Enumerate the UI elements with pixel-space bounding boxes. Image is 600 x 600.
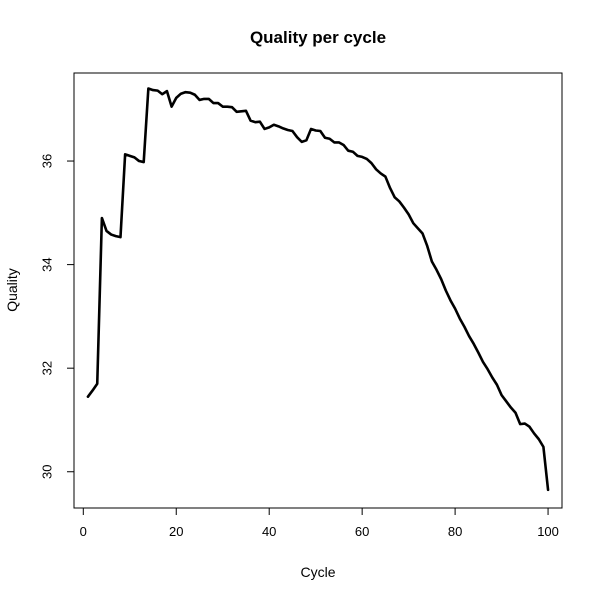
- y-axis-label: Quality: [4, 268, 20, 312]
- x-tick-label: 0: [80, 524, 87, 539]
- x-tick-label: 80: [448, 524, 462, 539]
- plot-frame: [73, 72, 563, 509]
- chart-title: Quality per cycle: [250, 28, 386, 47]
- x-tick-label: 20: [169, 524, 183, 539]
- y-axis: 30 32 34 36: [39, 154, 75, 479]
- x-axis: 0 20 40 60 80 100: [80, 507, 559, 539]
- x-axis-label: Cycle: [300, 564, 335, 580]
- x-tick-label: 100: [537, 524, 559, 539]
- quality-series-line: [86, 87, 550, 492]
- x-tick-label: 40: [262, 524, 276, 539]
- x-tick-label: 60: [355, 524, 369, 539]
- y-tick-label: 36: [39, 154, 54, 168]
- y-tick-label: 30: [39, 465, 54, 479]
- y-tick-label: 34: [39, 257, 54, 271]
- y-tick-label: 32: [39, 361, 54, 375]
